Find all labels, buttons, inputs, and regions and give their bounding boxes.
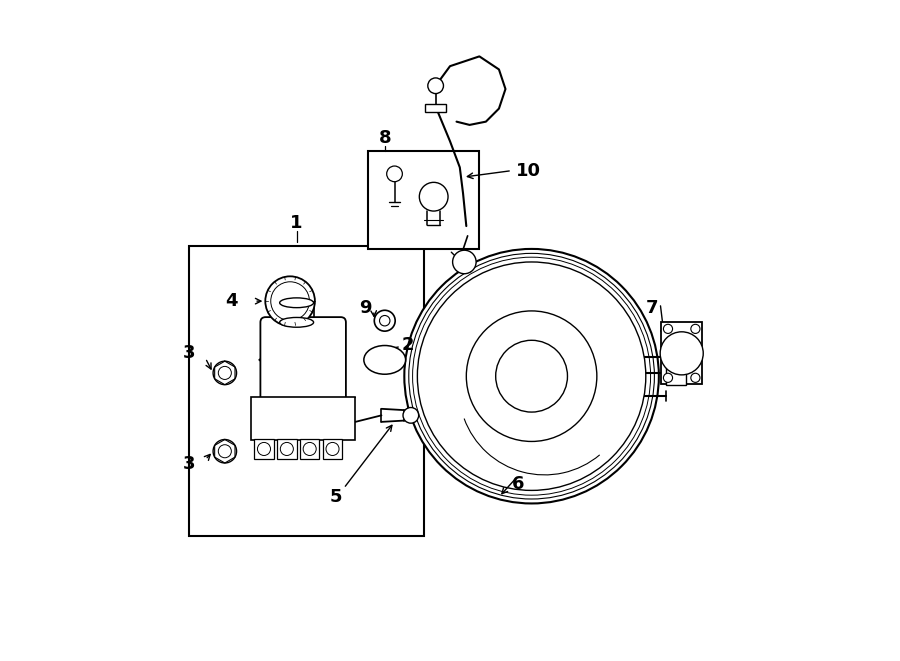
Circle shape [387, 166, 402, 182]
Bar [251, 397, 356, 440]
Circle shape [691, 373, 700, 382]
Text: 2: 2 [401, 336, 414, 354]
Circle shape [691, 325, 700, 333]
Ellipse shape [502, 362, 522, 391]
FancyBboxPatch shape [260, 317, 346, 403]
Bar [323, 438, 342, 459]
Bar [254, 438, 274, 459]
Circle shape [453, 251, 476, 274]
Circle shape [213, 361, 237, 385]
Text: 6: 6 [512, 475, 525, 493]
Text: 5: 5 [329, 488, 342, 506]
Circle shape [266, 276, 315, 326]
Ellipse shape [364, 346, 406, 374]
Text: 3: 3 [183, 455, 195, 473]
Circle shape [271, 282, 310, 321]
Text: 9: 9 [359, 299, 372, 317]
Circle shape [219, 445, 231, 458]
Circle shape [404, 249, 659, 504]
Circle shape [380, 315, 390, 326]
Ellipse shape [280, 298, 313, 307]
Ellipse shape [545, 362, 563, 390]
Circle shape [403, 408, 418, 423]
Bar [666, 361, 686, 385]
Text: 10: 10 [516, 161, 541, 180]
Bar [425, 104, 446, 112]
Bar [300, 438, 319, 459]
Text: 4: 4 [225, 292, 238, 310]
Circle shape [418, 262, 646, 490]
Circle shape [466, 311, 597, 442]
Ellipse shape [280, 317, 313, 327]
Text: 8: 8 [378, 129, 391, 147]
Circle shape [257, 442, 271, 455]
Circle shape [663, 325, 672, 333]
Circle shape [496, 340, 568, 412]
Bar [189, 246, 424, 536]
Circle shape [219, 366, 231, 379]
Circle shape [326, 442, 339, 455]
Circle shape [663, 373, 672, 382]
Bar [368, 151, 480, 249]
Text: 1: 1 [291, 214, 303, 232]
Text: 3: 3 [183, 344, 195, 362]
Bar [662, 323, 702, 384]
Circle shape [280, 442, 293, 455]
Circle shape [303, 442, 316, 455]
Circle shape [374, 310, 395, 331]
Circle shape [213, 440, 237, 463]
Text: 7: 7 [646, 299, 659, 317]
Circle shape [419, 182, 448, 211]
Circle shape [428, 78, 444, 94]
Circle shape [661, 332, 703, 375]
Bar [277, 438, 297, 459]
